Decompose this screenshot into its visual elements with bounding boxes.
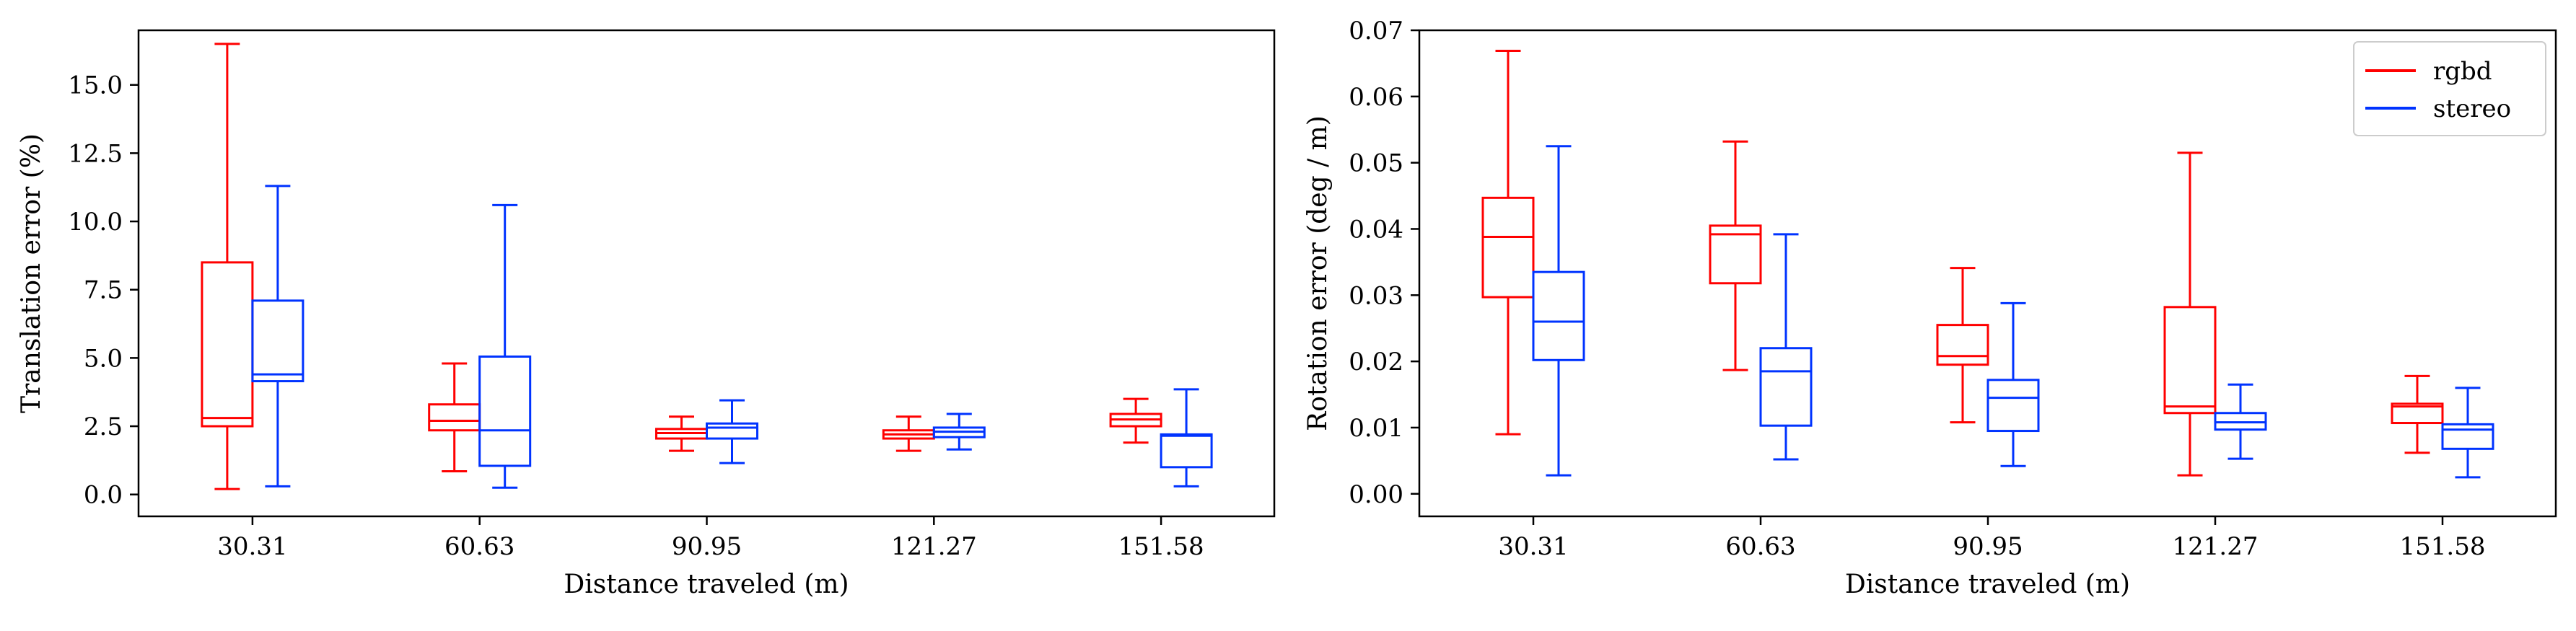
iqr-box [1481, 196, 1535, 299]
box-rgbd-90.95 [655, 415, 708, 452]
y-tick-label: 2.5 [84, 412, 123, 441]
x-tick-label: 151.58 [1118, 532, 1204, 561]
x-tick-label: 121.27 [891, 532, 977, 561]
y-tick-label: 0.00 [1349, 480, 1403, 509]
chart-1: 0.0 2.5 5.0 7.5 10.0 12.5 15.0 30.31 60.63 90.95 1… [17, 29, 1276, 599]
box-rgbd-30.31 [1481, 49, 1535, 436]
y-tick-label: 0.06 [1349, 83, 1403, 112]
box-rgbd-30.31 [201, 43, 254, 490]
x-tick-label: 90.95 [1953, 532, 2023, 561]
legend-label-stereo: stereo [2433, 94, 2511, 123]
y-tick-label: 0.0 [84, 481, 123, 510]
chart-2: 0.00 0.01 0.02 0.03 0.04 0.05 0.06 0.07 30.31 60.… [1303, 17, 2557, 599]
y-tick-label: 7.5 [84, 276, 123, 305]
box-rgbd-151.58 [1109, 397, 1162, 444]
box-rgbd-151.58 [2391, 374, 2444, 454]
iqr-box [1532, 270, 1585, 361]
box-rgbd-121.27 [2163, 151, 2217, 477]
y-tick-label: 0.01 [1349, 414, 1403, 443]
y-tick-label: 15.0 [68, 71, 123, 100]
box-rgbd-90.95 [1936, 267, 1989, 424]
legend-frame [2353, 41, 2546, 136]
box-stereo-90.95 [706, 399, 758, 464]
box-stereo-30.31 [251, 185, 305, 487]
box-stereo-151.58 [1160, 388, 1213, 487]
y-axis-label: Translation error (%) [17, 133, 46, 413]
y-tick-label: 5.0 [84, 344, 123, 373]
y-tick-label: 0.02 [1349, 348, 1403, 376]
iqr-box [2441, 423, 2494, 450]
x-tick-label: 121.27 [2173, 532, 2259, 561]
x-tick-label: 30.31 [1498, 532, 1568, 561]
iqr-box [1986, 379, 2040, 433]
y-tick-label: 0.05 [1349, 149, 1403, 178]
box-stereo-121.27 [932, 412, 986, 451]
iqr-box [478, 355, 532, 467]
box-stereo-151.58 [2441, 387, 2494, 479]
box-stereo-90.95 [1986, 301, 2040, 467]
legend: rgbd stereo [2353, 41, 2546, 136]
iqr-box [1759, 347, 1813, 427]
box-stereo-60.63 [478, 203, 532, 489]
iqr-box [251, 299, 305, 383]
x-axis-label: Distance traveled (m) [564, 570, 849, 599]
legend-label-rgbd: rgbd [2433, 57, 2492, 86]
box-stereo-60.63 [1759, 233, 1813, 461]
iqr-box [2391, 402, 2444, 425]
box-stereo-30.31 [1532, 145, 1585, 477]
y-tick-label: 0.04 [1349, 215, 1403, 244]
box-stereo-121.27 [2214, 383, 2267, 460]
iqr-box [1709, 224, 1762, 285]
x-tick-label: 30.31 [217, 532, 287, 561]
x-tick-label: 60.63 [444, 532, 514, 561]
y-tick-label: 10.0 [68, 208, 123, 237]
x-tick-label: 60.63 [1725, 532, 1795, 561]
iqr-box [1936, 324, 1989, 366]
box-rgbd-60.63 [1709, 140, 1762, 371]
y-tick-label: 0.03 [1349, 281, 1403, 310]
x-tick-label: 90.95 [672, 532, 742, 561]
iqr-box [706, 422, 758, 440]
y-tick-label: 12.5 [68, 139, 123, 168]
x-tick-label: 151.58 [2400, 532, 2486, 561]
iqr-box [2163, 306, 2217, 415]
y-tick-label: 0.07 [1349, 17, 1403, 45]
y-axis-label: Rotation error (deg / m) [1303, 115, 1333, 431]
iqr-box [1160, 433, 1213, 469]
x-axis-label: Distance traveled (m) [1845, 570, 2130, 599]
